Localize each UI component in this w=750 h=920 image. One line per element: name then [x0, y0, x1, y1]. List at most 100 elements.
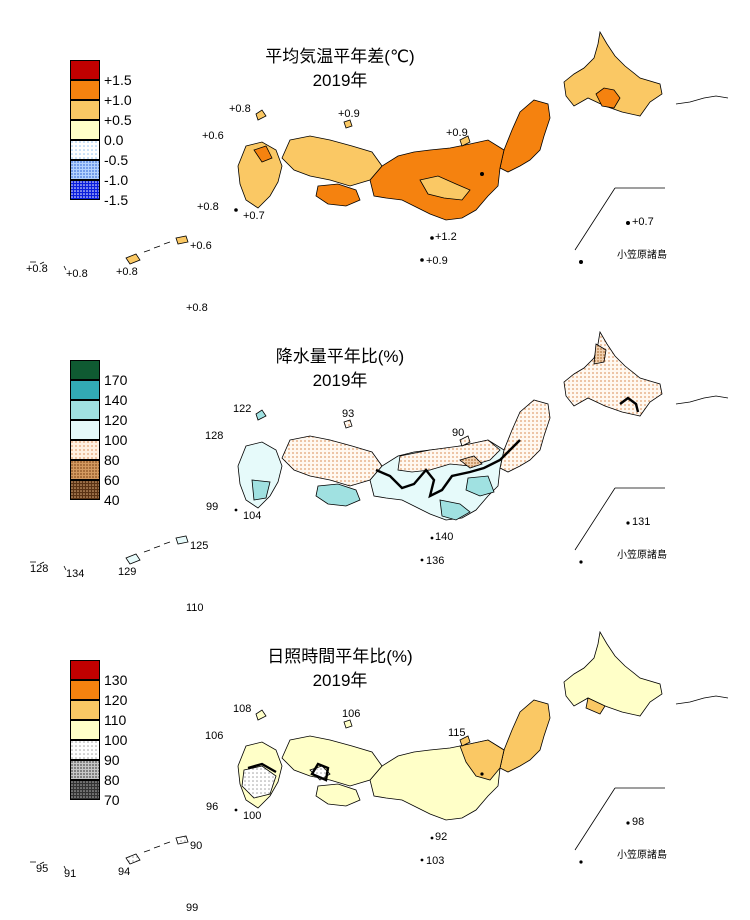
oki-island — [343, 119, 353, 129]
ryukyu-okinawa — [125, 853, 141, 865]
normal-contour-hokkaido — [619, 396, 640, 413]
panel-year: 2019年 — [312, 671, 368, 690]
oki-island — [343, 419, 353, 429]
legend-swatch — [70, 80, 100, 100]
shikoku-region — [315, 483, 361, 507]
value-label-amami: +0.6 — [190, 240, 212, 252]
precipitation-legend: 170 140 120 100 80 60 40 — [70, 360, 127, 508]
value-label-amami: 125 — [190, 540, 209, 552]
legend-label: +1.0 — [104, 92, 132, 108]
ogasawara-label: 小笠原諸島 — [617, 850, 667, 861]
ryukyu-amami — [175, 535, 189, 545]
legend-swatch — [70, 720, 100, 740]
chubu-cool-patch — [419, 175, 471, 201]
value-label-yakushima: 99 — [206, 501, 219, 513]
value-label-miyako: 91 — [64, 868, 77, 880]
value-label-tsushima: 108 — [233, 703, 252, 715]
legend-label: 60 — [104, 472, 120, 488]
normal-contour-chugoku — [310, 762, 330, 782]
shikoku-region — [315, 183, 361, 207]
hokuriku-dry — [459, 455, 483, 469]
legend-swatch — [70, 420, 100, 440]
japan-temperature-map — [30, 30, 729, 271]
normal-contour-line — [375, 439, 521, 499]
oki-island — [343, 719, 353, 729]
legend-swatch — [70, 120, 100, 140]
legend-label: -1.5 — [104, 192, 129, 208]
kyushu-region — [237, 441, 283, 509]
value-label-izu-south: 136 — [426, 555, 445, 567]
panel-year: 2019年 — [312, 71, 368, 90]
kyushu-south-wet — [251, 479, 271, 501]
ryukyu-chain — [143, 541, 171, 553]
value-label-hachijojima: 92 — [435, 831, 448, 843]
value-label-sado: 90 — [452, 427, 465, 439]
legend-swatch — [70, 740, 100, 760]
value-label-izu-south: +0.9 — [426, 255, 448, 267]
kyushu-warm-patch — [253, 145, 273, 163]
tsushima-island — [255, 409, 267, 421]
chugoku-region — [281, 435, 383, 487]
legend-swatch — [70, 700, 100, 720]
temperature-legend: +1.5 +1.0 +0.5 0.0 -0.5 -1.0 -1.5 — [70, 60, 132, 208]
legend-label: 100 — [104, 432, 128, 448]
ryukyu-okinawa — [125, 253, 141, 265]
value-label-goto: 128 — [205, 430, 224, 442]
legend-swatch — [70, 180, 100, 200]
tsushima-island — [255, 709, 267, 721]
value-label-amami: 90 — [190, 840, 203, 852]
ogasawara-inset-frame — [574, 187, 665, 251]
kanto-wet — [465, 475, 495, 497]
chugoku-region — [281, 735, 383, 787]
legend-swatch — [70, 440, 100, 460]
legend-label: 0.0 — [104, 132, 124, 148]
tohoku-region — [499, 399, 551, 473]
chugoku-region — [281, 135, 383, 187]
hokkaido-region — [563, 630, 663, 717]
kuril-islands — [675, 695, 729, 705]
legend-label: -1.0 — [104, 172, 129, 188]
value-label-minamidaito: 110 — [186, 602, 204, 614]
japan-precipitation-map — [30, 330, 729, 571]
sado-island — [459, 435, 471, 447]
legend-label: 100 — [104, 732, 128, 748]
temperature-panel: 平均気温平年差(℃) 2019年 +1.5 +1.0 +0.5 0.0 -0.5… — [0, 0, 750, 314]
value-label-yakushima: 96 — [206, 801, 219, 813]
legend-label: 130 — [104, 672, 128, 688]
legend-label: 140 — [104, 392, 128, 408]
legend-swatch — [70, 360, 100, 380]
yonaguni — [30, 861, 67, 871]
legend-label: 80 — [104, 452, 120, 468]
tsushima-island — [255, 109, 267, 121]
value-label-ishigaki: +0.8 — [26, 263, 48, 275]
legend-swatch — [70, 100, 100, 120]
hokkaido-sunny-edge — [585, 697, 606, 715]
value-label-minamidaito: +0.8 — [186, 302, 208, 314]
value-label-hachijojima: 140 — [435, 531, 454, 543]
panel-title: 降水量平年比(%) — [275, 347, 405, 366]
yonaguni — [30, 561, 67, 571]
legend-swatch — [70, 400, 100, 420]
legend-label: 70 — [104, 792, 120, 808]
legend-label: 80 — [104, 772, 120, 788]
value-label-tanegashima: 100 — [243, 810, 262, 822]
ryukyu-amami — [175, 235, 189, 245]
ogasawara-label: 小笠原諸島 — [617, 250, 667, 261]
legend-label: 120 — [104, 412, 128, 428]
precipitation-panel: 降水量平年比(%) 2019年 170 140 120 100 80 60 40 — [0, 300, 750, 614]
sunshine-legend: 130 120 110 100 90 80 70 — [70, 660, 127, 808]
ryukyu-amami — [175, 835, 189, 845]
kuril-islands — [675, 395, 729, 405]
value-label-okinawa: +0.8 — [116, 266, 138, 278]
legend-label: -0.5 — [104, 152, 129, 168]
value-label-hachijojima: +1.2 — [435, 231, 457, 243]
value-label-chichijima: 98 — [632, 816, 645, 828]
sado-island — [459, 735, 471, 747]
kanto-sunny — [459, 739, 505, 781]
legend-swatch — [70, 460, 100, 480]
ryukyu-chain — [143, 241, 171, 253]
panel-title: 日照時間平年比(%) — [267, 647, 413, 666]
sado-island — [459, 135, 471, 147]
value-label-ishigaki: 128 — [30, 563, 49, 575]
value-label-miyako: +0.8 — [66, 268, 88, 280]
